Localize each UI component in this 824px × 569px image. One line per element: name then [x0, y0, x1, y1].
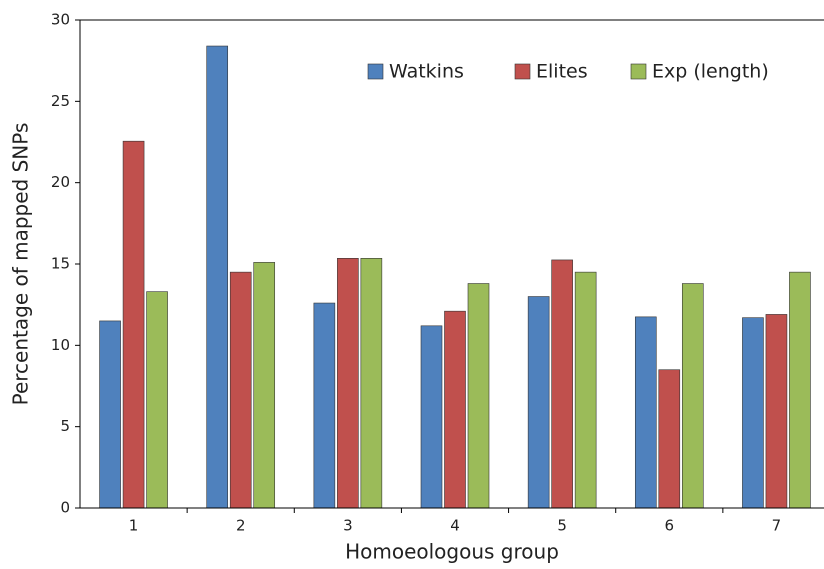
y-tick-label: 15 [51, 255, 70, 273]
x-tick-label: 4 [450, 517, 460, 535]
bar [551, 259, 573, 509]
bar [765, 314, 788, 509]
bar [789, 271, 811, 509]
bar [467, 283, 490, 509]
y-tick-label: 0 [60, 499, 70, 517]
bar [527, 296, 550, 509]
bar [206, 45, 229, 509]
bar [253, 262, 276, 509]
x-tick-label: 7 [772, 517, 782, 535]
bar [337, 258, 359, 509]
bar [444, 310, 466, 509]
bar [742, 317, 764, 509]
x-tick-label: 2 [236, 517, 246, 535]
bar [146, 291, 168, 509]
x-tick-label: 3 [343, 517, 353, 535]
bar [420, 325, 443, 509]
bar [99, 320, 121, 509]
bar [229, 271, 252, 509]
legend-swatch [367, 63, 384, 80]
x-tick-label: 5 [557, 517, 567, 535]
y-tick-label: 25 [51, 92, 70, 110]
bar [360, 258, 383, 509]
legend-swatch [630, 63, 647, 80]
y-axis-title: Percentage of mapped SNPs [9, 123, 33, 406]
x-axis-title: Homoeologous group [345, 540, 559, 564]
bar [634, 316, 657, 509]
bar [313, 302, 336, 509]
legend-label: Elites [536, 61, 588, 83]
y-tick-label: 30 [51, 11, 70, 29]
bar [681, 283, 704, 509]
y-tick-label: 20 [51, 173, 70, 191]
legend-label: Exp (length) [652, 61, 769, 83]
bar [122, 140, 145, 509]
x-tick-label: 1 [129, 517, 139, 535]
bar [658, 369, 681, 509]
legend-swatch [514, 63, 531, 80]
y-tick-label: 10 [51, 336, 70, 354]
y-tick-label: 5 [60, 417, 70, 435]
bar [574, 271, 597, 509]
x-tick-label: 6 [665, 517, 675, 535]
legend-label: Watkins [389, 61, 464, 83]
